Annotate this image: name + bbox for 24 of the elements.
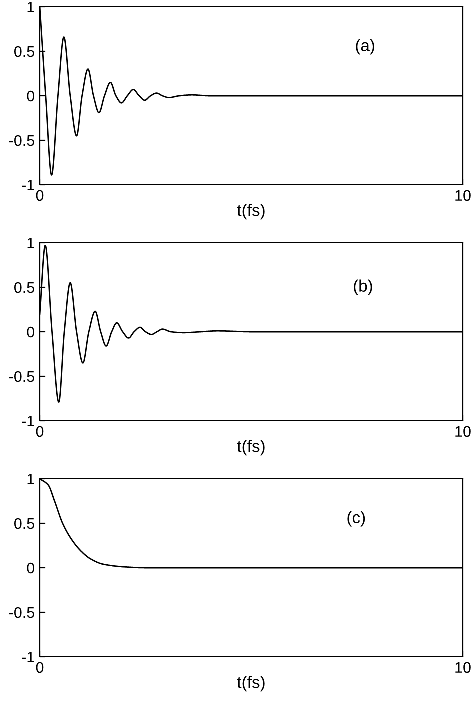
y-tick-label: 0.5 — [14, 46, 34, 58]
x-tick-label: 10 — [456, 190, 471, 202]
annotation: (a) — [356, 39, 374, 55]
annotation: (b) — [354, 280, 372, 296]
y-tick-label: -0.5 — [9, 135, 34, 146]
y-tick-label: 0 — [27, 562, 35, 574]
annotation: (c) — [348, 511, 366, 527]
y-tick-label: 0 — [27, 90, 35, 102]
y-tick-label: -0.5 — [9, 371, 34, 382]
y-tick-label: -1 — [22, 180, 34, 191]
y-tick-label: 0 — [27, 326, 35, 338]
y-tick-label: 0.5 — [14, 518, 34, 530]
y-tick-label: 0.5 — [14, 282, 34, 294]
y-tick-label: -1 — [22, 416, 34, 427]
y-tick-label: -1 — [22, 652, 34, 663]
y-tick-label: -0.5 — [9, 607, 34, 618]
y-tick-label: 1 — [28, 474, 34, 485]
x-axis-title: t(fs) — [237, 204, 265, 220]
x-axis-title: t(fs) — [237, 440, 265, 456]
y-tick-label: 1 — [28, 238, 34, 249]
x-tick-label: 10 — [456, 426, 471, 438]
x-tick-label: 10 — [456, 662, 471, 674]
x-axis-title: t(fs) — [237, 676, 265, 692]
y-tick-label: 1 — [28, 2, 34, 13]
